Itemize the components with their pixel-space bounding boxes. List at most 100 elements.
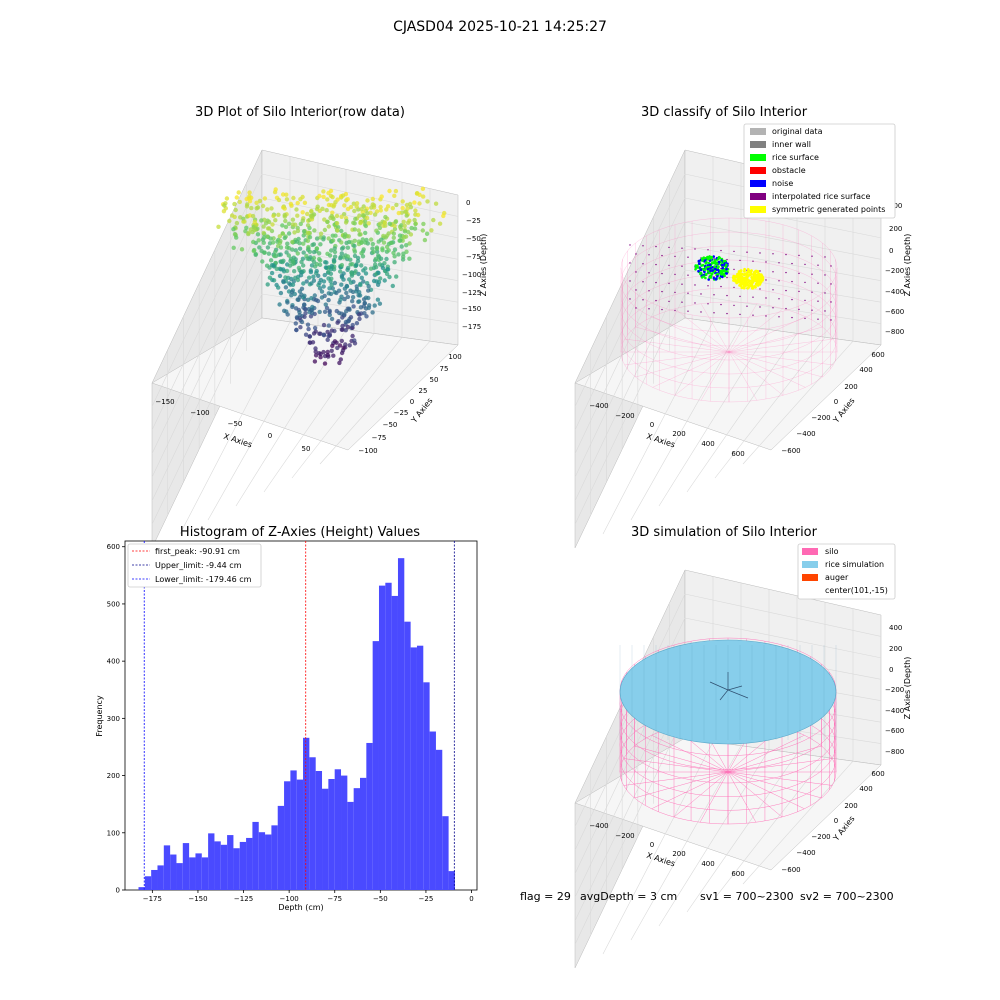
data-point	[261, 230, 266, 236]
data-point	[301, 263, 306, 268]
z-tick-label: −800	[885, 748, 904, 756]
legend-swatch	[802, 561, 818, 568]
data-point	[251, 248, 256, 254]
data-point	[329, 282, 334, 288]
data-point	[343, 328, 348, 333]
data-point	[322, 293, 327, 299]
histogram-bar	[227, 835, 234, 890]
interpolated-point	[681, 247, 683, 249]
data-point	[387, 188, 392, 194]
data-point	[344, 290, 349, 296]
data-point	[283, 285, 289, 290]
data-point	[303, 311, 308, 316]
interpolated-point	[661, 290, 663, 293]
data-point	[317, 208, 322, 213]
data-point	[400, 205, 405, 211]
z-tick-label: 0	[466, 199, 470, 207]
silo-floor-spoke	[651, 735, 729, 773]
data-point	[262, 196, 268, 201]
data-point	[297, 313, 302, 318]
data-point	[346, 239, 352, 245]
status-flag: flag = 29	[520, 890, 571, 903]
histogram-bar	[163, 845, 171, 890]
data-point	[402, 234, 407, 240]
data-point	[323, 260, 328, 265]
data-point	[365, 211, 370, 216]
data-point	[268, 236, 273, 241]
data-point	[269, 206, 274, 211]
data-point	[271, 263, 276, 268]
data-point	[379, 194, 384, 199]
data-point	[345, 254, 351, 259]
data-point	[291, 279, 296, 284]
histogram-bar	[334, 769, 342, 890]
interpolated-point	[765, 261, 767, 263]
grid-line	[684, 617, 882, 659]
data-point	[345, 324, 351, 330]
data-point	[265, 207, 270, 212]
data-point	[422, 237, 428, 243]
symmetric-point	[738, 275, 742, 278]
data-point	[328, 193, 334, 199]
symmetric-point	[732, 274, 736, 278]
data-point	[237, 199, 242, 205]
data-point	[407, 256, 412, 261]
data-point	[282, 235, 287, 241]
data-point	[274, 266, 279, 272]
data-point	[386, 248, 391, 253]
data-point	[338, 357, 343, 362]
interpolated-point	[785, 271, 787, 274]
data-point	[255, 205, 261, 210]
symmetric-point	[753, 285, 756, 288]
rice-surface-point	[704, 262, 708, 265]
data-point	[284, 197, 290, 202]
data-point	[375, 297, 381, 302]
symmetric-point	[761, 276, 765, 280]
data-point	[299, 259, 304, 265]
x-tick-label: −50	[228, 420, 243, 428]
data-point	[339, 327, 344, 332]
data-point	[357, 232, 362, 237]
data-point	[330, 238, 336, 243]
data-point	[329, 263, 334, 269]
rice-surface-point	[703, 270, 706, 274]
data-point	[309, 281, 314, 286]
y-axis-ticks: 0 100 200 300 400 500 600	[107, 543, 125, 895]
data-point	[353, 216, 358, 222]
interpolated-point	[811, 309, 813, 311]
interpolated-point	[778, 262, 780, 264]
data-point	[390, 283, 395, 289]
interpolated-point	[713, 312, 715, 314]
silo-floor-spoke	[728, 351, 784, 396]
histogram-bar	[347, 801, 354, 890]
interpolated-point	[830, 283, 832, 285]
rice-surface-point	[713, 259, 717, 262]
data-point	[370, 241, 375, 247]
data-point	[331, 353, 336, 358]
interpolated-point	[687, 256, 689, 258]
silo-floor-spoke	[728, 351, 823, 378]
data-point	[339, 246, 345, 251]
interpolated-point	[648, 272, 650, 274]
data-point	[311, 331, 317, 336]
data-point	[277, 302, 282, 307]
data-point	[313, 346, 318, 351]
silo-floor-spoke	[699, 771, 729, 823]
symmetric-point	[748, 281, 752, 285]
data-point	[255, 232, 261, 237]
data-point	[358, 282, 363, 288]
symmetric-point	[753, 276, 757, 280]
interpolated-point	[668, 264, 670, 267]
histogram-bar	[182, 843, 190, 890]
data-point	[397, 233, 403, 238]
interpolated-point	[694, 302, 696, 304]
data-point	[406, 220, 411, 225]
data-point	[399, 223, 404, 228]
grid-line	[602, 321, 714, 535]
data-point	[231, 227, 236, 232]
data-point	[297, 246, 303, 251]
data-point	[393, 188, 399, 194]
symmetric-point	[746, 281, 749, 285]
rice-surface-point	[708, 255, 711, 258]
silo-floor-spoke	[700, 351, 730, 401]
